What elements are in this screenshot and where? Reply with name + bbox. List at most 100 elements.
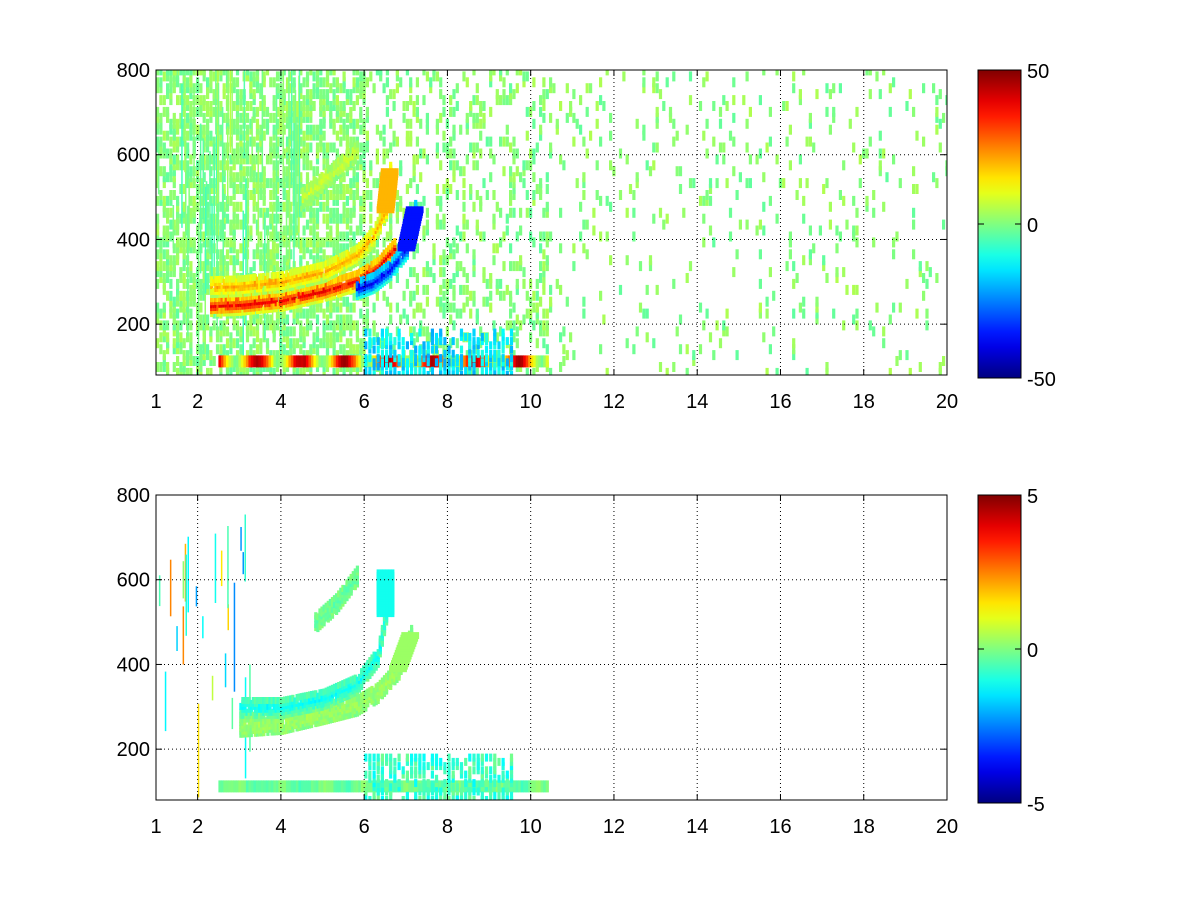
heatmap-cell xyxy=(255,344,260,355)
heatmap-cell xyxy=(472,337,476,346)
heatmap-cell xyxy=(808,112,812,123)
heatmap-cell xyxy=(489,366,493,375)
heatmap-cell xyxy=(422,366,426,375)
heatmap-cell xyxy=(355,355,359,368)
heatmap-cell xyxy=(285,355,290,368)
heatmap-cell xyxy=(452,302,456,313)
heatmap-cell xyxy=(315,302,320,313)
heatmap-cell xyxy=(315,231,320,242)
heatmap-cell xyxy=(299,332,303,343)
heatmap-cell xyxy=(402,308,406,319)
heatmap-cell xyxy=(362,255,366,266)
heatmap-cell xyxy=(452,130,456,141)
heatmap-cell xyxy=(241,293,245,301)
heatmap-cell xyxy=(299,178,303,189)
x-tick-label: 20 xyxy=(936,391,958,413)
heatmap-cell xyxy=(287,288,291,296)
heatmap-cell xyxy=(235,320,240,331)
heatmap-cell xyxy=(495,89,499,100)
heatmap-cell xyxy=(645,332,649,343)
heatmap-cell xyxy=(918,362,922,372)
heatmap-cell xyxy=(249,715,253,723)
heatmap-cell xyxy=(542,278,546,289)
heatmap-cell xyxy=(265,154,270,165)
heatmap-cell xyxy=(532,77,536,88)
heatmap-cell xyxy=(315,130,320,141)
heatmap-cell xyxy=(228,355,232,368)
heatmap-cell xyxy=(159,362,163,372)
heatmap-cell xyxy=(242,219,246,230)
heatmap-cell xyxy=(282,332,286,343)
heatmap-cell xyxy=(912,166,916,177)
heatmap-cell xyxy=(159,136,163,147)
heatmap-cell xyxy=(501,345,505,354)
heatmap-cell xyxy=(420,206,424,214)
heatmap-cell xyxy=(229,338,233,349)
heatmap-cell xyxy=(309,225,313,236)
heatmap-cell xyxy=(270,296,274,304)
heatmap-cell xyxy=(412,326,416,337)
heatmap-cell xyxy=(275,320,280,331)
heatmap-cell xyxy=(788,249,792,260)
heatmap-cell xyxy=(325,190,330,200)
heatmap-cell xyxy=(189,367,193,375)
heatmap-cell xyxy=(339,155,343,163)
heatmap-cell xyxy=(332,332,336,343)
heatmap-cell xyxy=(489,341,493,350)
heatmap-cell xyxy=(329,296,333,307)
heatmap-cell xyxy=(229,166,233,177)
heatmap-cell xyxy=(166,148,170,159)
heatmap-cell xyxy=(540,355,544,368)
heatmap-cell xyxy=(502,261,506,272)
heatmap-cell xyxy=(290,355,295,368)
heatmap-cell xyxy=(299,195,303,206)
heatmap-cell xyxy=(318,355,322,368)
heatmap-cell xyxy=(325,344,330,355)
heatmap-cell xyxy=(186,95,190,106)
heatmap-cell xyxy=(428,355,432,368)
heatmap-cell xyxy=(156,172,160,183)
heatmap-cell xyxy=(415,302,419,313)
heatmap-cell xyxy=(302,136,306,147)
heatmap-cell xyxy=(309,302,313,313)
heatmap-cell xyxy=(364,358,368,367)
heatmap-cell xyxy=(169,255,173,266)
heatmap-cell xyxy=(259,178,263,189)
heatmap-cell xyxy=(415,154,419,165)
heatmap-streak xyxy=(293,123,295,267)
heatmap-cell xyxy=(282,184,286,194)
heatmap-cell xyxy=(295,101,300,111)
heatmap-cell xyxy=(245,293,249,301)
heatmap-cell xyxy=(189,213,193,224)
heatmap-cell xyxy=(289,213,293,224)
heatmap-cell xyxy=(315,166,320,177)
heatmap-cell xyxy=(206,190,210,200)
heatmap-streak xyxy=(204,249,206,354)
heatmap-cell xyxy=(385,148,389,159)
heatmap-cell xyxy=(176,225,180,236)
heatmap-cell xyxy=(549,231,553,242)
heatmap-cell xyxy=(279,83,283,94)
heatmap-cell xyxy=(192,278,196,289)
heatmap-cell xyxy=(192,201,196,212)
heatmap-cell xyxy=(542,267,546,278)
heatmap-cell xyxy=(299,83,303,94)
heatmap-cell xyxy=(572,350,576,361)
heatmap-cell xyxy=(328,179,332,187)
heatmap-cell xyxy=(369,213,373,224)
heatmap-cell xyxy=(225,261,230,272)
heatmap-cell xyxy=(509,195,513,206)
heatmap-cell xyxy=(455,358,459,367)
heatmap-cell xyxy=(251,718,255,726)
heatmap-cell xyxy=(162,326,166,337)
heatmap-cell xyxy=(272,231,276,242)
heatmap-cell xyxy=(360,355,364,368)
heatmap-cell xyxy=(325,148,330,159)
heatmap-cell xyxy=(530,355,534,368)
heatmap-cell xyxy=(202,332,206,343)
heatmap-cell xyxy=(565,83,569,94)
heatmap-cell xyxy=(339,213,343,224)
heatmap-cell xyxy=(395,243,399,254)
heatmap-cell xyxy=(595,160,599,171)
heatmap-cell xyxy=(449,148,453,159)
